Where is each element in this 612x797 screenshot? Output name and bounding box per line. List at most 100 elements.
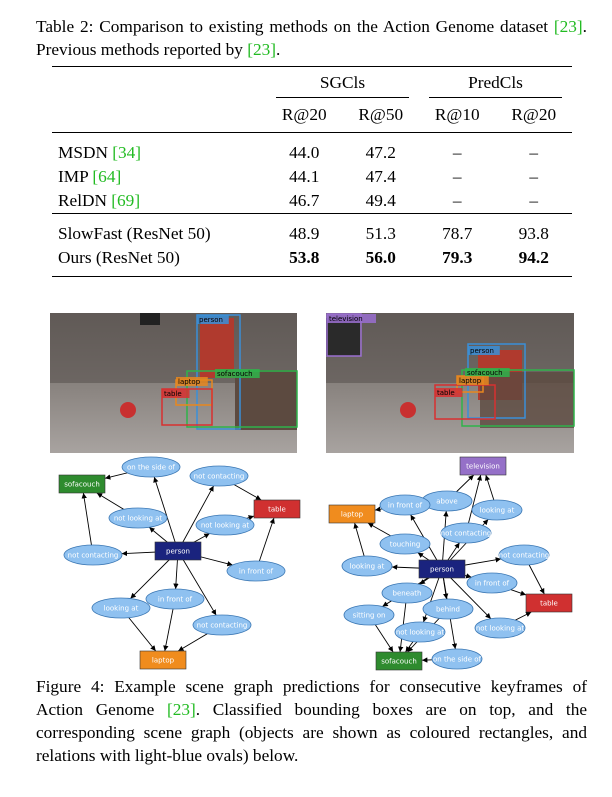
relation-node (121, 456, 181, 478)
cell: 47.2 (342, 132, 419, 165)
cell: 78.7 (419, 213, 496, 246)
caption-text: Table 2: Comparison to existing methods … (36, 17, 554, 36)
couch-shape (235, 370, 297, 430)
cell (52, 66, 266, 98)
object-label: table (540, 600, 558, 608)
table-row: SlowFast (ResNet 50) 48.9 51.3 78.7 93.8 (52, 213, 572, 246)
method-name: SlowFast (ResNet 50) (58, 224, 211, 243)
cell: – (419, 132, 496, 165)
tv-shape (326, 318, 360, 356)
box-label-bg (162, 389, 190, 398)
table-caption: Table 2: Comparison to existing methods … (36, 15, 587, 61)
box-label-bg (465, 368, 510, 377)
object-label: sofacouch (381, 658, 417, 666)
person-shape (200, 318, 234, 378)
citation: [34] (112, 143, 142, 162)
box-label: laptop (459, 377, 482, 385)
box-label: table (164, 390, 182, 398)
cell: – (452, 167, 462, 186)
box-label: table (437, 389, 455, 397)
box-label-bg (457, 376, 489, 385)
cell: 51.3 (342, 213, 419, 246)
cell: – (529, 191, 539, 210)
box-label-bg (327, 314, 376, 323)
results-table: SGCls PredCls R@20 R@50 R@10 R@20 MSDN [34] 44.… (52, 66, 572, 277)
relation-node (341, 555, 393, 577)
cell: 46.7 (289, 191, 320, 210)
object-node (154, 541, 202, 561)
relation-node (189, 465, 249, 487)
relation-node (343, 604, 395, 626)
object-label: laptop (341, 511, 364, 519)
relation-node (63, 544, 123, 566)
relation-label: in front of (158, 596, 193, 604)
toy (400, 402, 416, 418)
cell: 53.8 (266, 246, 343, 277)
object-node (253, 499, 301, 519)
citation: [23] (247, 40, 276, 59)
citation: [23] (553, 17, 583, 36)
relation-node (379, 494, 431, 516)
edge (177, 485, 215, 552)
cell: 48.9 (266, 213, 343, 246)
group-label: PredCls (429, 67, 562, 98)
object-node (58, 474, 106, 494)
box-label: sofacouch (217, 370, 253, 378)
figure: personsofacouchlaptoptabletelevisionpers… (50, 313, 575, 671)
relation-label: above (436, 498, 457, 506)
citation: [23] (166, 700, 196, 719)
relation-label: looking at (104, 605, 139, 613)
box-labels: personsofacouchlaptoptabletelevisionpers… (162, 314, 510, 398)
group-label: SGCls (276, 67, 409, 98)
wall (326, 313, 574, 383)
relation-label: looking at (350, 563, 385, 571)
cell: 56.0 (342, 246, 419, 277)
relation-label: on the side of (433, 656, 482, 664)
cell: 93.8 (495, 213, 572, 246)
cell: – (452, 191, 462, 210)
relation-label: in front of (475, 580, 510, 588)
relation-node (431, 648, 483, 670)
citation: [69] (111, 191, 141, 210)
table-row: RelDN [69] 46.7 49.4 – – (52, 189, 572, 214)
caption-text: . Classified bounding boxes are on top, … (36, 700, 588, 765)
relation-label: not contacting (441, 530, 492, 538)
relation-label: looking at (480, 507, 515, 515)
bbox (461, 369, 575, 427)
method-name: IMP (58, 167, 93, 186)
cell: 79.3 (419, 246, 496, 277)
object-label: laptop (152, 657, 175, 665)
relation-node (422, 598, 474, 620)
relation-label: not contacting (194, 473, 245, 481)
relation-label: not looking at (114, 515, 163, 523)
toy (120, 402, 136, 418)
scene-graphs: on the side of not contacting not looking … (58, 456, 573, 671)
method-name: MSDN (58, 143, 113, 162)
box-label: person (199, 316, 223, 324)
relation-node (379, 533, 431, 555)
relation-label: not contacting (197, 622, 248, 630)
object-node (328, 504, 376, 524)
relation-node (195, 514, 255, 536)
object-node (418, 559, 466, 579)
method-name: RelDN (58, 191, 112, 210)
relation-label: in front of (388, 502, 423, 510)
relation-label: beneath (393, 590, 422, 598)
relation-label: not contacting (68, 552, 119, 560)
column-header: R@50 (358, 105, 404, 124)
column-header: R@20 (511, 105, 557, 124)
relation-label: not looking at (201, 522, 250, 530)
relation-label: in front of (239, 568, 274, 576)
object-node (375, 651, 423, 671)
relation-label: on the side of (127, 464, 176, 472)
row-name: Ours (ResNet 50) (52, 246, 266, 277)
table-row: MSDN [34] 44.0 47.2– – (52, 132, 572, 165)
group-header: PredCls (419, 66, 572, 98)
cell: 49.4 (365, 191, 396, 210)
citation: [64] (92, 167, 122, 186)
object-label: person (430, 566, 454, 574)
relation-node (91, 597, 151, 619)
relation-label: not looking at (476, 625, 525, 633)
relation-node (226, 560, 286, 582)
row-name: MSDN [34] (52, 132, 266, 165)
